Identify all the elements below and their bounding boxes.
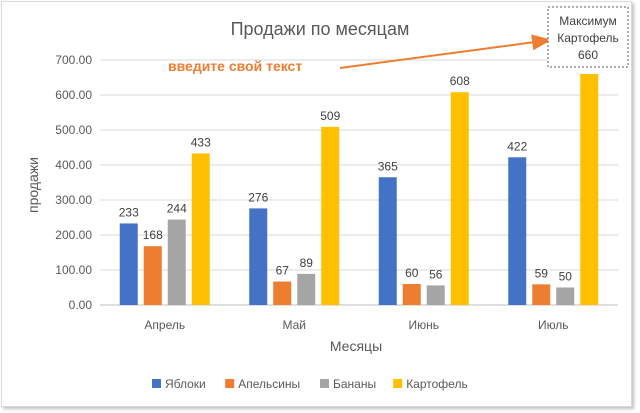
data-label: 509 xyxy=(320,109,340,123)
data-label: 60 xyxy=(405,266,419,280)
x-axis-ticks: Апрель Май Июнь Июль xyxy=(144,318,568,332)
chart-title: Продажи по месяцам xyxy=(231,19,410,39)
legend-label: Бананы xyxy=(333,377,376,391)
y-tick-label: 700.00 xyxy=(55,53,92,67)
x-tick-label: Май xyxy=(282,318,306,332)
max-annotation-box xyxy=(547,6,629,68)
y-tick-label: 400.00 xyxy=(55,158,92,172)
data-label: 608 xyxy=(450,74,470,88)
gridlines xyxy=(100,59,618,306)
bar xyxy=(426,285,445,305)
data-label: 365 xyxy=(378,159,398,173)
legend: Яблоки Апельсины Бананы Картофель xyxy=(152,377,468,391)
chart-frame xyxy=(1,1,632,407)
x-tick-label: Июль xyxy=(538,318,569,332)
bar xyxy=(580,74,599,305)
y-tick-label: 100.00 xyxy=(55,263,92,277)
bar xyxy=(143,246,162,305)
bar xyxy=(450,92,469,305)
legend-swatch xyxy=(225,379,235,388)
y-axis-title: продажи xyxy=(25,157,41,213)
legend-swatch xyxy=(320,379,329,388)
legend-label: Яблоки xyxy=(165,377,206,391)
y-axis-ticks: 0.00 100.00 200.00 300.00 400.00 500.00 600.00… xyxy=(55,53,92,312)
max-annotation-line-1: Максимум xyxy=(559,14,616,28)
bar xyxy=(532,284,551,305)
legend-label: Картофель xyxy=(406,377,468,391)
bar xyxy=(556,287,575,305)
callout-text: введите свой текст xyxy=(168,58,302,74)
bar xyxy=(273,281,292,305)
legend-swatch xyxy=(393,379,403,388)
callout-arrow xyxy=(339,34,552,69)
legend-label: Апельсины xyxy=(238,377,300,391)
bar xyxy=(402,284,421,305)
bar xyxy=(119,223,138,305)
max-annotation-line-2: Картофель xyxy=(557,31,619,45)
x-tick-label: Апрель xyxy=(144,318,185,332)
bar xyxy=(167,219,186,305)
data-label: 59 xyxy=(535,266,549,280)
data-label: 244 xyxy=(167,202,187,216)
y-tick-label: 500.00 xyxy=(55,123,92,137)
x-axis-title: Месяцы xyxy=(330,338,382,354)
data-labels: 2331682444332766789509365605660842259506… xyxy=(119,56,600,284)
bar xyxy=(249,208,268,305)
data-label: 67 xyxy=(276,264,290,278)
bar xyxy=(321,126,340,305)
data-label: 433 xyxy=(191,135,211,149)
data-label: 56 xyxy=(429,267,443,281)
legend-swatch xyxy=(152,379,161,388)
data-label: 50 xyxy=(559,270,573,284)
data-label: 276 xyxy=(248,190,268,204)
data-label: 89 xyxy=(300,256,314,270)
data-label: 168 xyxy=(143,228,163,242)
data-label: 233 xyxy=(119,205,139,219)
y-tick-label: 200.00 xyxy=(55,228,92,242)
y-tick-label: 300.00 xyxy=(55,193,92,207)
x-tick-label: Июнь xyxy=(408,318,439,332)
bar xyxy=(191,153,210,305)
bars xyxy=(119,74,599,305)
bar xyxy=(378,177,397,305)
max-annotation-line-3: 660 xyxy=(578,48,598,62)
y-tick-label: 0.00 xyxy=(69,298,93,312)
bar xyxy=(508,157,527,305)
y-tick-label: 600.00 xyxy=(55,88,92,102)
data-label: 422 xyxy=(507,139,527,153)
bar xyxy=(297,273,316,305)
